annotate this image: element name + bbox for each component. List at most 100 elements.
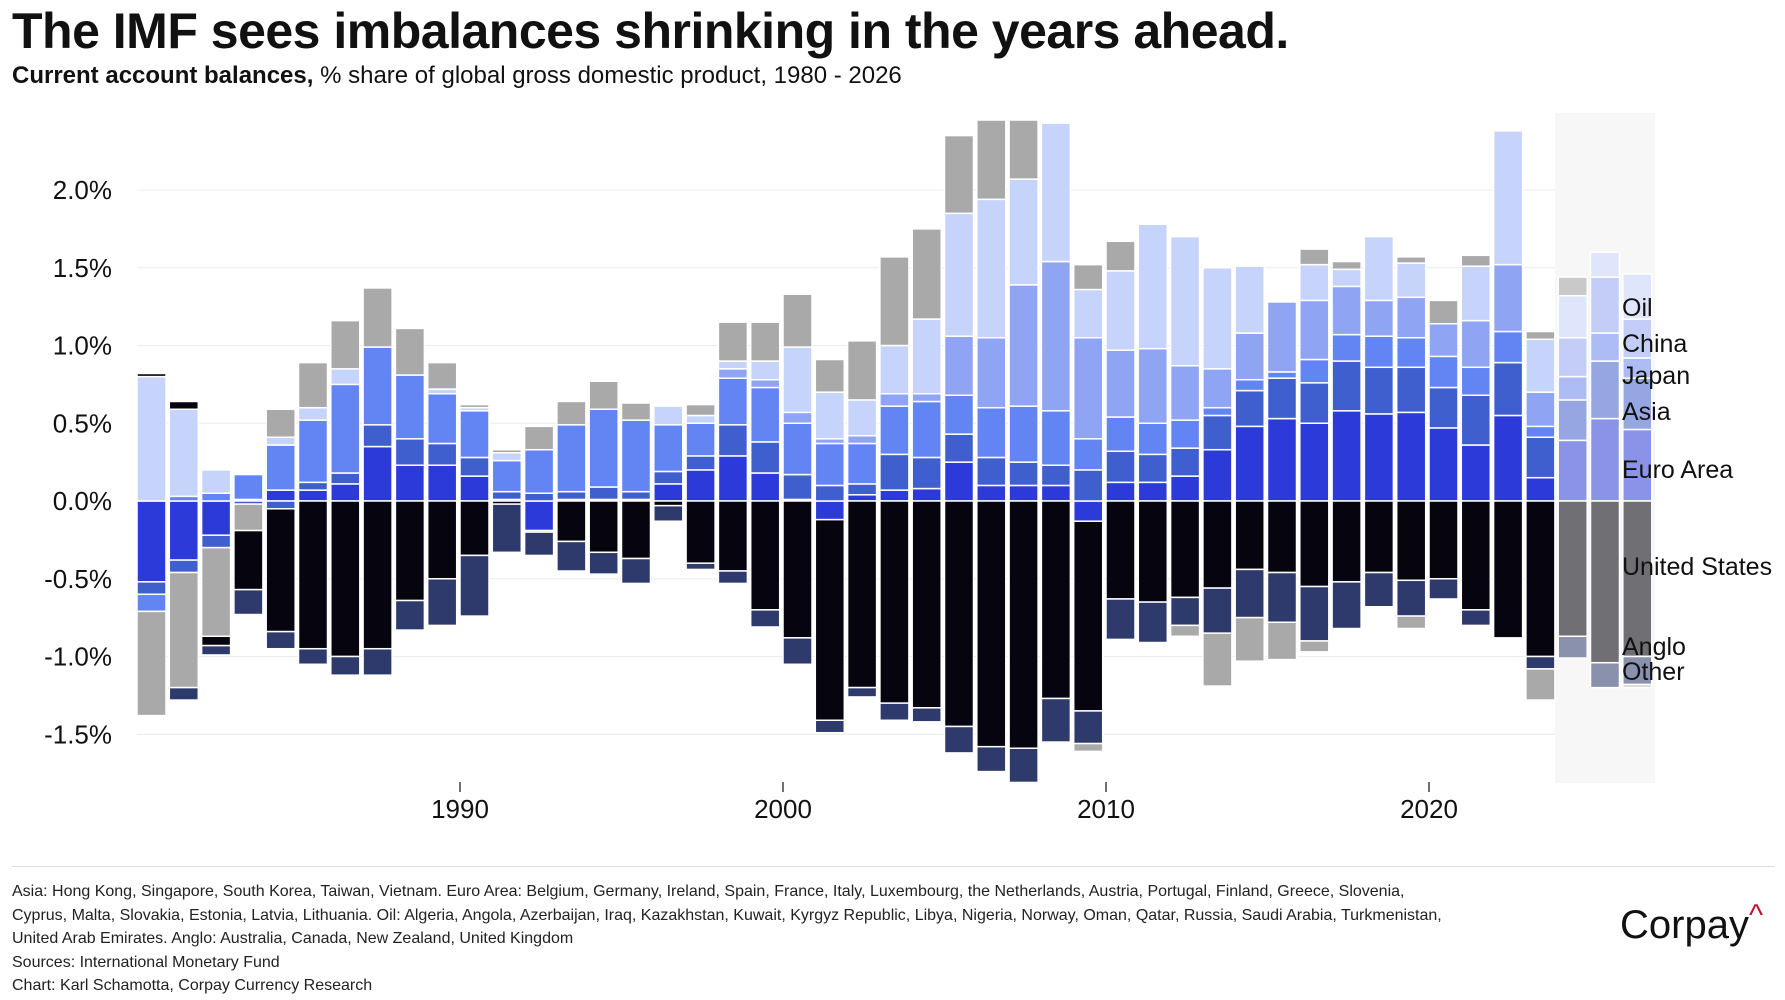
bars	[136, 119, 1653, 784]
bar-segment-asia	[362, 424, 393, 448]
bar-segment-asia	[297, 481, 329, 491]
bar-segment-united-states	[685, 500, 716, 564]
legend-label-japan: Japan	[1622, 362, 1690, 390]
bar-segment-anglo	[1299, 585, 1330, 642]
bar-segment-anglo	[1008, 747, 1039, 784]
legend-label-china: China	[1622, 330, 1687, 358]
bar-segment-other	[1460, 254, 1492, 267]
bar-segment-united-states	[846, 500, 878, 689]
bar-segment-asia	[1395, 366, 1427, 414]
legend: Oil China Japan Asia Euro Area United States A…	[1622, 294, 1772, 686]
bar-segment-euro-area	[1428, 427, 1459, 502]
bar-segment-other	[1428, 299, 1459, 325]
bar-segment-asia	[782, 473, 813, 501]
bar-segment-united-states	[976, 500, 1007, 748]
bar-segment-other	[297, 361, 329, 409]
bar-segment-euro-area	[976, 484, 1007, 502]
bar-segment-euro-area	[459, 475, 490, 502]
bar-segment-japan	[879, 405, 910, 456]
bar-segment-other	[911, 228, 942, 320]
x-tick-label: 2020	[1400, 794, 1458, 824]
bar-segment-united-states	[1040, 500, 1072, 700]
bar-segment-other	[1299, 248, 1330, 266]
bar-segment-united-states	[879, 500, 910, 704]
bar-segment-asia	[394, 438, 426, 466]
bar-segment-other	[136, 610, 167, 717]
bar-segment-china	[1299, 299, 1330, 361]
bar-segment-anglo	[685, 562, 716, 571]
bar-segment-anglo	[1072, 710, 1104, 745]
bar-segment-anglo	[556, 540, 587, 572]
bar-segment-japan	[1428, 355, 1459, 389]
bar-segment-euro-area	[523, 500, 555, 532]
bar-segment-oil	[1202, 267, 1233, 370]
bar-segment-united-states	[911, 500, 942, 709]
bar-segment-anglo	[1137, 601, 1169, 644]
bar-segment-anglo	[717, 570, 749, 585]
bar-segment-united-states	[588, 500, 619, 554]
corpay-logo: Corpay^	[1620, 899, 1763, 948]
bar-segment-china	[717, 368, 749, 379]
bar-segment-japan	[426, 392, 458, 445]
bar-segment-oil	[1105, 270, 1136, 351]
bar-segment-oil	[491, 452, 523, 462]
bar-segment-asia	[620, 490, 652, 501]
bar-segment-asia	[1428, 386, 1459, 429]
bar-segment-asia	[1266, 377, 1298, 420]
bar-segment-united-states	[168, 400, 200, 411]
bar-segment-oil	[1008, 178, 1039, 286]
bar-segment-china	[1622, 318, 1653, 359]
bar-segment-anglo	[394, 599, 426, 631]
bar-segment-oil	[653, 405, 684, 426]
bar-segment-united-states	[1428, 500, 1459, 580]
bar-year-2001	[814, 358, 846, 734]
bar-segment-other-neg-	[1266, 621, 1298, 661]
bar-year-2002	[846, 340, 878, 698]
bar-segment-euro-area	[685, 469, 716, 502]
bar-segment-anglo	[1266, 571, 1298, 624]
bar-segment-other	[1331, 260, 1362, 271]
bar-segment-united-states	[1363, 500, 1395, 574]
bar-segment-japan	[1299, 358, 1330, 384]
bar-segment-china	[1492, 263, 1524, 333]
bar-year-1985	[297, 361, 329, 666]
bar-segment-euro-area	[1266, 417, 1298, 502]
bar-segment-oil	[1331, 268, 1362, 288]
bar-year-2021	[1460, 254, 1492, 627]
bar-segment-asia	[685, 455, 716, 471]
bar-segment-oil	[1622, 273, 1653, 320]
legend-label-asia: Asia	[1622, 398, 1671, 426]
bar-segment-oil	[717, 360, 749, 370]
bar-segment-oil	[1557, 294, 1588, 339]
bar-year-2015	[1266, 301, 1298, 661]
bar-segment-anglo	[943, 725, 975, 754]
bar-segment-united-states	[297, 500, 329, 650]
footnotes: Asia: Hong Kong, Singapore, South Korea,…	[12, 880, 1552, 998]
bar-segment-euro-area	[1395, 411, 1427, 502]
bar-segment-euro-area	[1492, 414, 1524, 502]
bar-segment-oil	[168, 408, 200, 498]
bar-segment-other	[426, 361, 458, 390]
bar-segment-euro-area	[1622, 428, 1653, 502]
bar-segment-euro-area	[168, 500, 200, 561]
bar-year-2003	[879, 256, 910, 722]
x-axis: 1990 2000 2010 2020	[431, 782, 1458, 824]
bar-segment-japan	[782, 422, 813, 476]
bar-segment-other	[265, 408, 296, 438]
bar-segment-other	[717, 321, 749, 362]
bar-segment-euro-area	[1072, 500, 1104, 522]
bar-segment-united-states	[1105, 500, 1136, 600]
bar-segment-other-neg-	[1525, 668, 1556, 701]
bar-segment-euro-area	[265, 489, 296, 502]
bar-segment-china	[1589, 276, 1621, 334]
bar-segment-anglo	[200, 644, 232, 656]
bar-segment-united-states	[620, 500, 652, 560]
bar-segment-anglo	[782, 637, 813, 666]
bar-segment-united-states	[1525, 500, 1556, 658]
bar-segment-china	[1008, 284, 1039, 407]
bar-segment-china	[911, 392, 942, 403]
bar-segment-euro-area	[362, 445, 393, 502]
bar-segment-china	[1234, 332, 1265, 381]
bar-segment-asia	[1234, 389, 1265, 428]
bar-year-2000	[782, 293, 813, 666]
